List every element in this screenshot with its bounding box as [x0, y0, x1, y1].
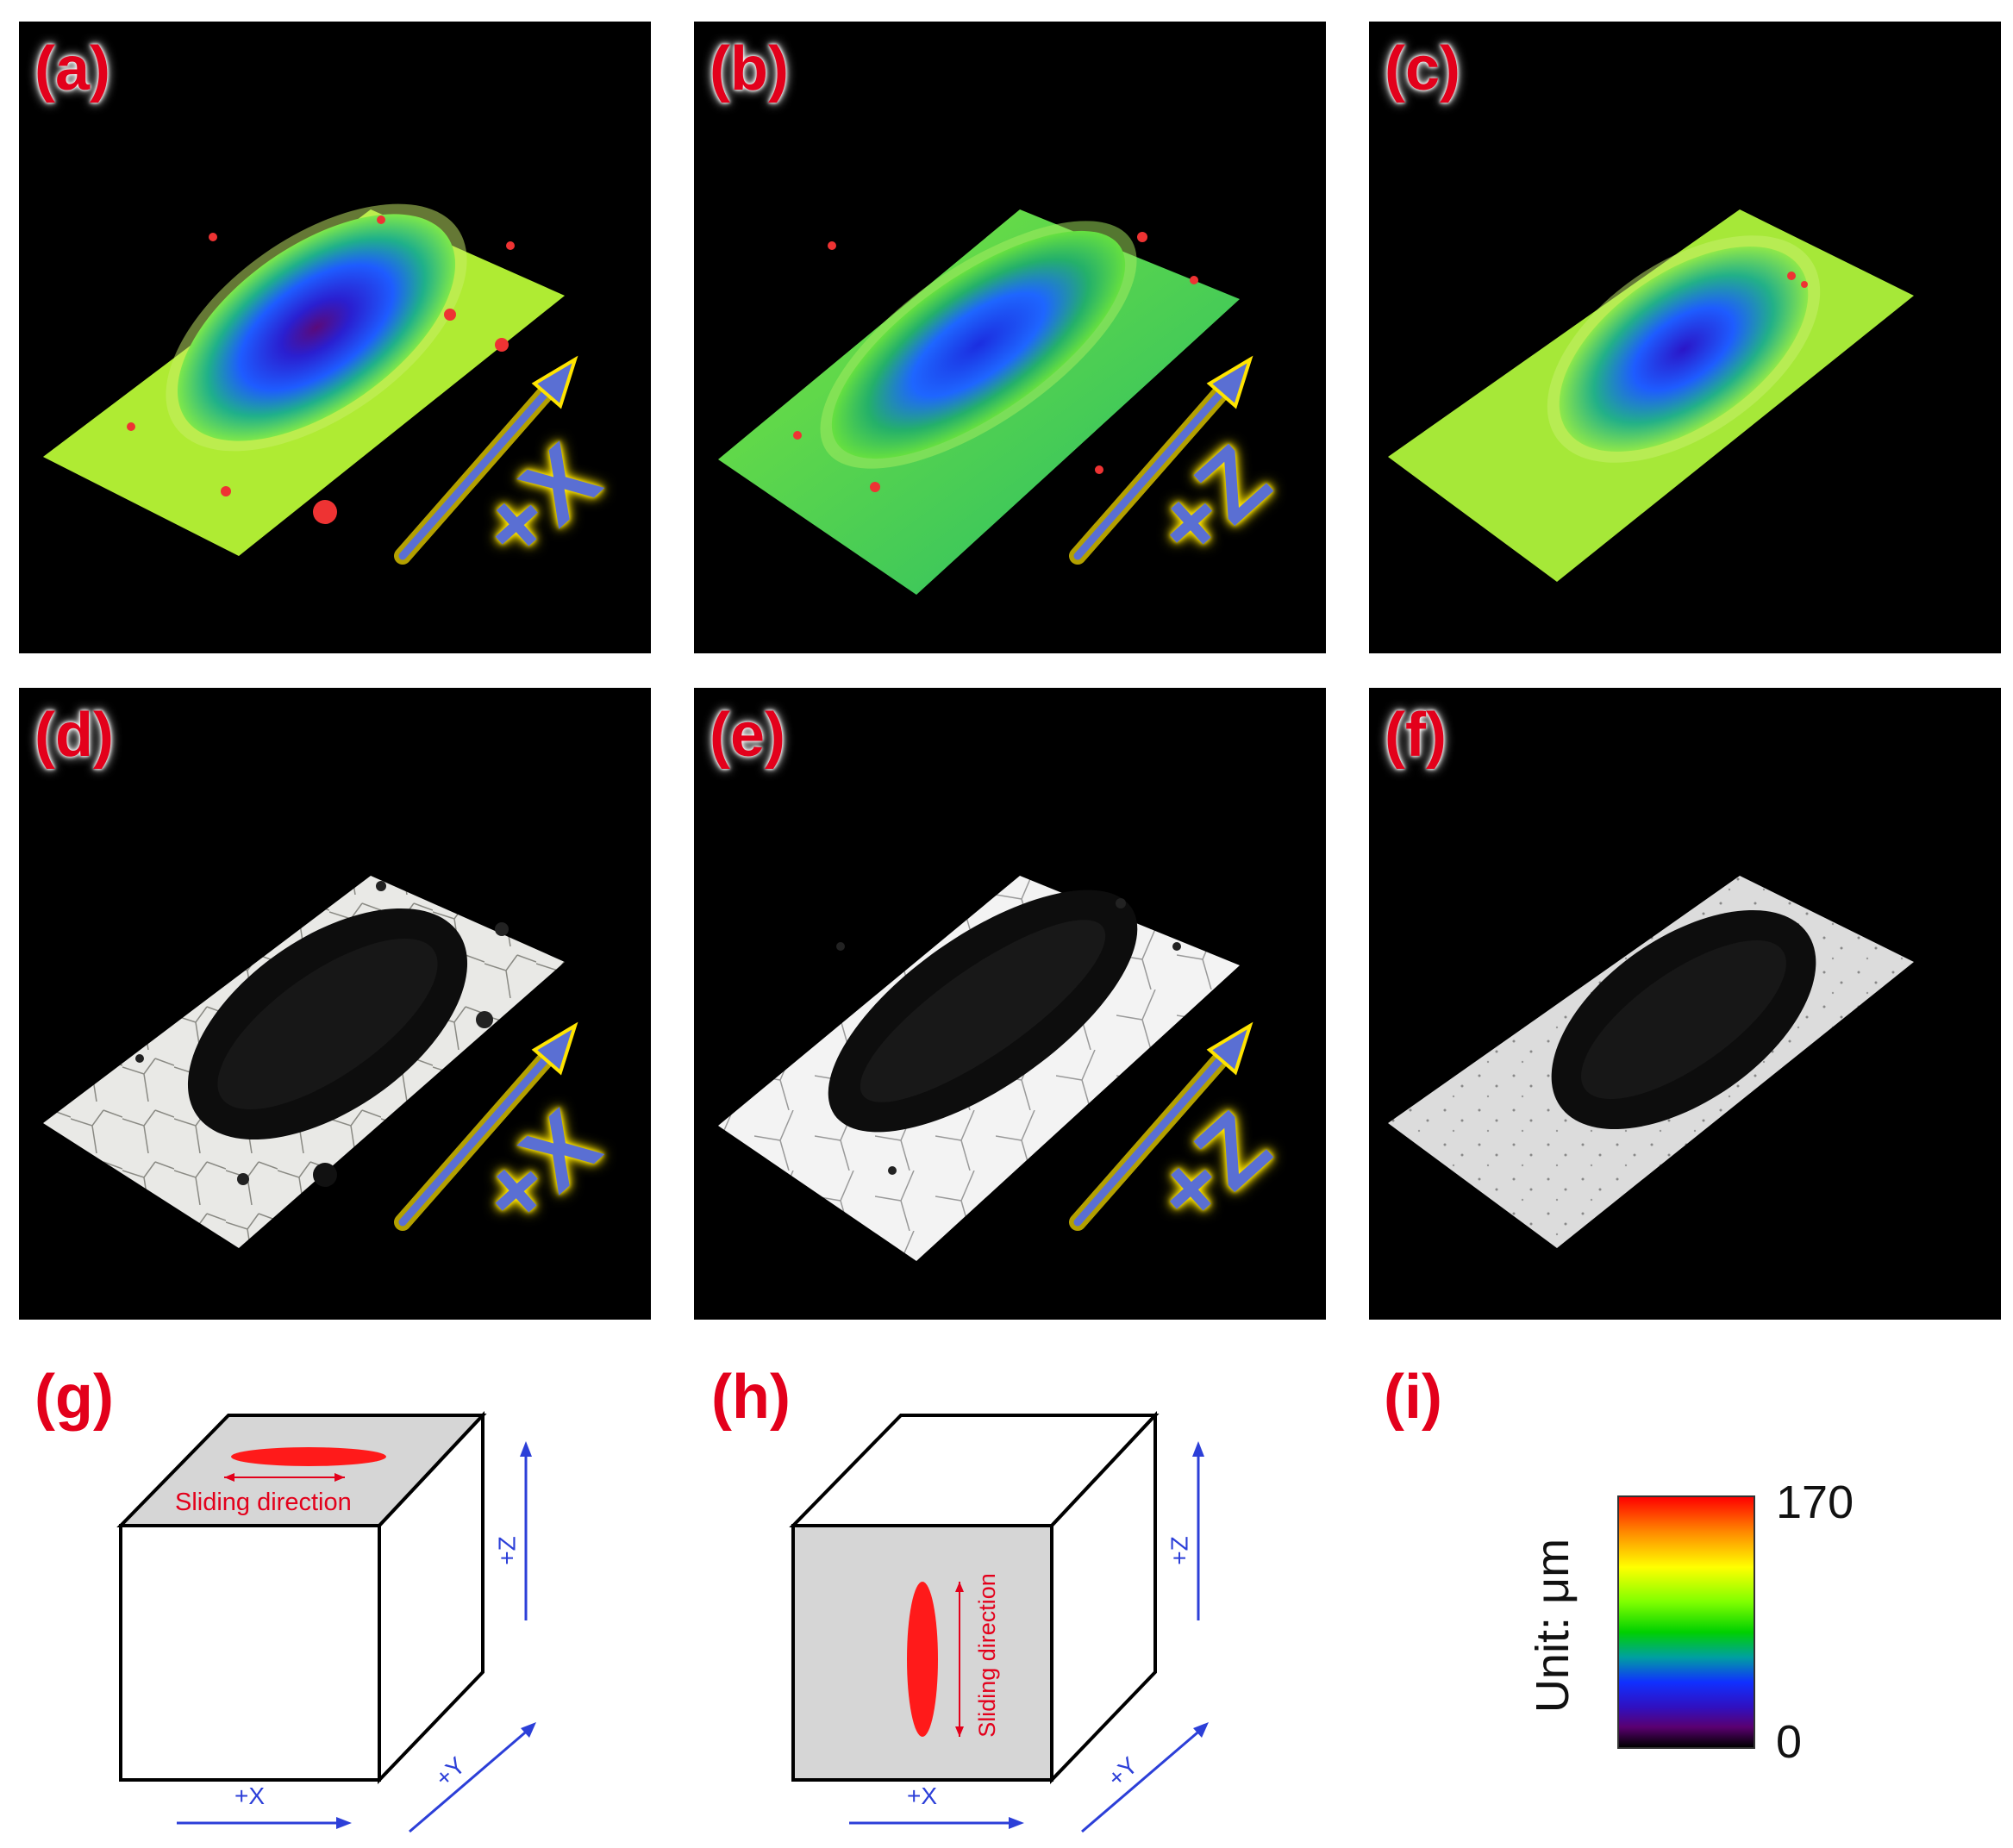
height-map-surface — [43, 203, 578, 565]
z-axis-label: +Z — [1166, 1536, 1193, 1565]
sliding-direction-label: Sliding direction — [175, 1489, 352, 1516]
cube-side-face — [378, 1410, 484, 1784]
panel-label: (a) — [34, 34, 110, 103]
optical-surface — [718, 876, 1253, 1261]
sliding-direction-label: Sliding direction — [973, 1573, 1000, 1738]
panel-e: (e) +Z — [694, 688, 1326, 1320]
diagram-label-h: (h) — [711, 1363, 791, 1432]
panel-f: (f) — [1369, 688, 2001, 1320]
colorbar — [1617, 1495, 1755, 1749]
cube-side-face — [1050, 1410, 1157, 1784]
x-axis-label: +X — [234, 1782, 266, 1809]
panel-label: (b) — [710, 34, 789, 103]
z-axis-label: +Z — [493, 1536, 521, 1565]
colorbar-min-label: 0 — [1776, 1716, 1803, 1768]
height-map-surface — [1388, 209, 1914, 582]
optical-surface — [43, 876, 578, 1248]
cube-front-face — [119, 1524, 381, 1782]
wear-track — [231, 1447, 386, 1466]
panel-label: (f) — [1385, 701, 1447, 770]
wear-track — [907, 1582, 938, 1737]
colorbar-title: Unit: μm — [1527, 1538, 1579, 1714]
x-axis-label: +X — [907, 1782, 938, 1809]
y-axis-arrow — [1081, 1726, 1203, 1833]
panel-a: (a) +X — [19, 22, 651, 653]
diagram-label-g: (g) — [34, 1363, 114, 1432]
panel-c: (c) — [1369, 22, 2001, 653]
height-map-surface — [718, 209, 1253, 595]
panel-d: (d) +X — [19, 688, 651, 1320]
panel-label: (e) — [710, 701, 785, 770]
panel-label: (c) — [1385, 34, 1460, 103]
diagram-label-i: (i) — [1384, 1363, 1442, 1432]
optical-surface — [1388, 876, 1914, 1248]
panel-b: (b) +Z — [694, 22, 1326, 653]
colorbar-max-label: 170 — [1776, 1477, 1854, 1528]
cube-diagram-g — [116, 1410, 536, 1833]
y-axis-arrow — [409, 1726, 531, 1833]
cube-diagram-h — [789, 1410, 1209, 1833]
panel-label: (d) — [34, 701, 114, 770]
